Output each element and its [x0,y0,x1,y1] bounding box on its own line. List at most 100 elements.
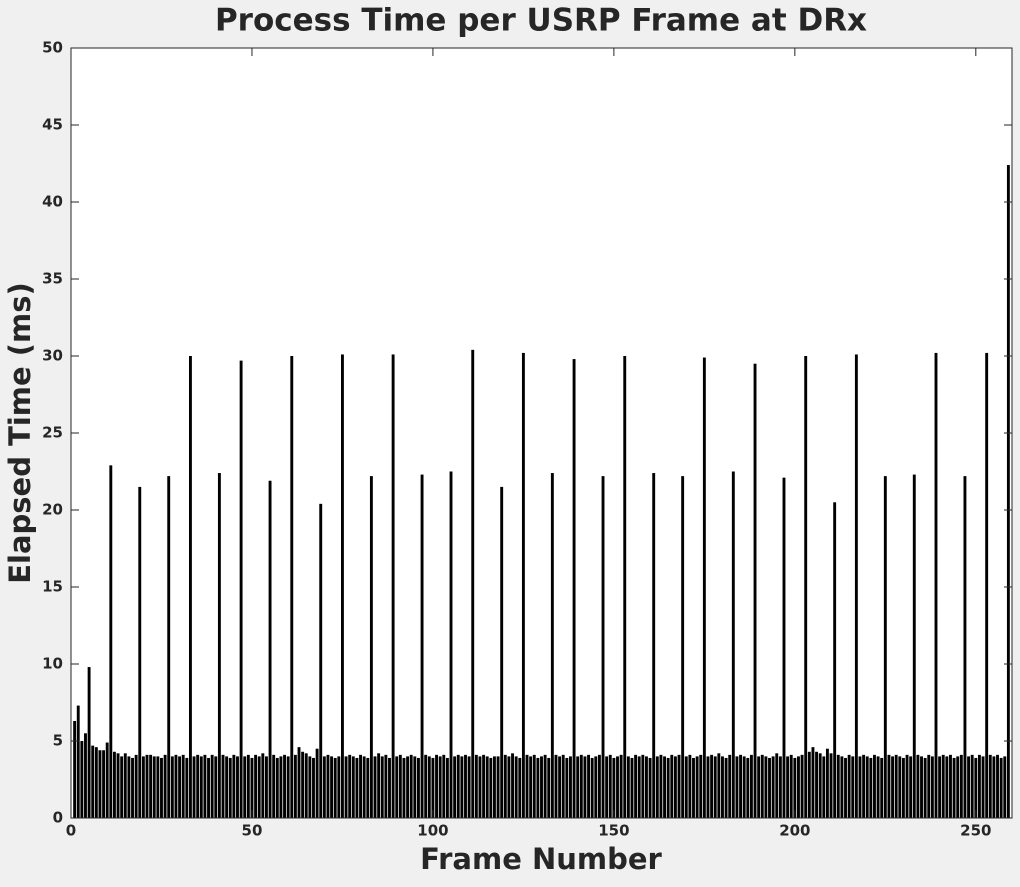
bar [170,756,174,818]
bar [561,754,565,818]
y-tick-label: 15 [42,578,63,596]
bar [243,756,247,818]
plot-area [71,48,1012,818]
y-tick-label: 10 [42,655,63,673]
bar [485,756,489,818]
bar [760,754,764,818]
bar [963,476,967,818]
bar [757,756,761,818]
x-tick-label: 150 [598,822,629,840]
bar [793,757,797,818]
bar [833,502,837,818]
bar [293,754,297,818]
bar [109,465,113,818]
bar [778,756,782,818]
bar [540,756,543,818]
bar [366,757,370,818]
bar [254,754,258,818]
bar [800,754,804,818]
bar [145,754,149,818]
bar [616,756,619,818]
bar [131,757,134,818]
bar [315,748,319,818]
bar [340,354,344,818]
bar [804,356,808,818]
bar [764,756,768,818]
bar [880,757,884,818]
bar [887,754,891,818]
bar [152,756,156,818]
y-tick-label: 35 [42,270,63,288]
bar [532,754,536,818]
bar [663,756,667,818]
bar [901,757,905,818]
bar [246,754,250,818]
bar [359,754,362,818]
bar [677,754,681,818]
y-tick-label: 50 [42,39,63,57]
bar [981,756,985,818]
bar [73,720,77,818]
bar [362,756,366,818]
bar [912,474,916,818]
bar [706,756,710,818]
bar [923,757,927,818]
bar [583,756,587,818]
bar [959,754,963,818]
bar [290,356,294,818]
y-tick-label: 40 [42,193,63,211]
bar [811,747,815,818]
bar [847,754,851,818]
bar [710,754,714,818]
bar [272,754,276,818]
bar [207,757,210,818]
bar [80,741,84,818]
bar [308,756,312,818]
bar [474,754,478,818]
bar [746,757,750,818]
bar [547,757,551,818]
y-tick-label: 20 [42,501,63,519]
bar [279,756,283,818]
bar [424,754,428,818]
bar [612,757,616,818]
bar [637,756,641,818]
bar [257,756,261,818]
chart-title: Process Time per USRP Frame at DRx [215,3,867,39]
bar [507,756,511,818]
bar [98,750,102,818]
bar [409,754,413,818]
bar [681,476,685,818]
bar [536,757,540,818]
bar [605,756,609,818]
bar [771,756,775,818]
bar [435,754,438,818]
bar [160,757,163,818]
y-tick-label: 5 [53,732,63,750]
bar [449,471,453,818]
bar [851,756,855,818]
bar [659,754,663,818]
bar [156,756,160,818]
bar [225,756,229,818]
bar [920,756,923,818]
bar [970,754,974,818]
bar [268,480,272,818]
bar [217,473,221,818]
bar [692,757,695,818]
bar [905,754,909,818]
bar [163,754,167,818]
bar [673,756,677,818]
bar [199,756,203,818]
y-tick-label: 25 [42,424,63,442]
bar [869,757,873,818]
bar [601,476,605,818]
bar [333,757,337,818]
bar [84,733,87,818]
bar [467,756,471,818]
bar [945,756,949,818]
bar [312,757,315,818]
bar [576,756,580,818]
bar [369,476,373,818]
